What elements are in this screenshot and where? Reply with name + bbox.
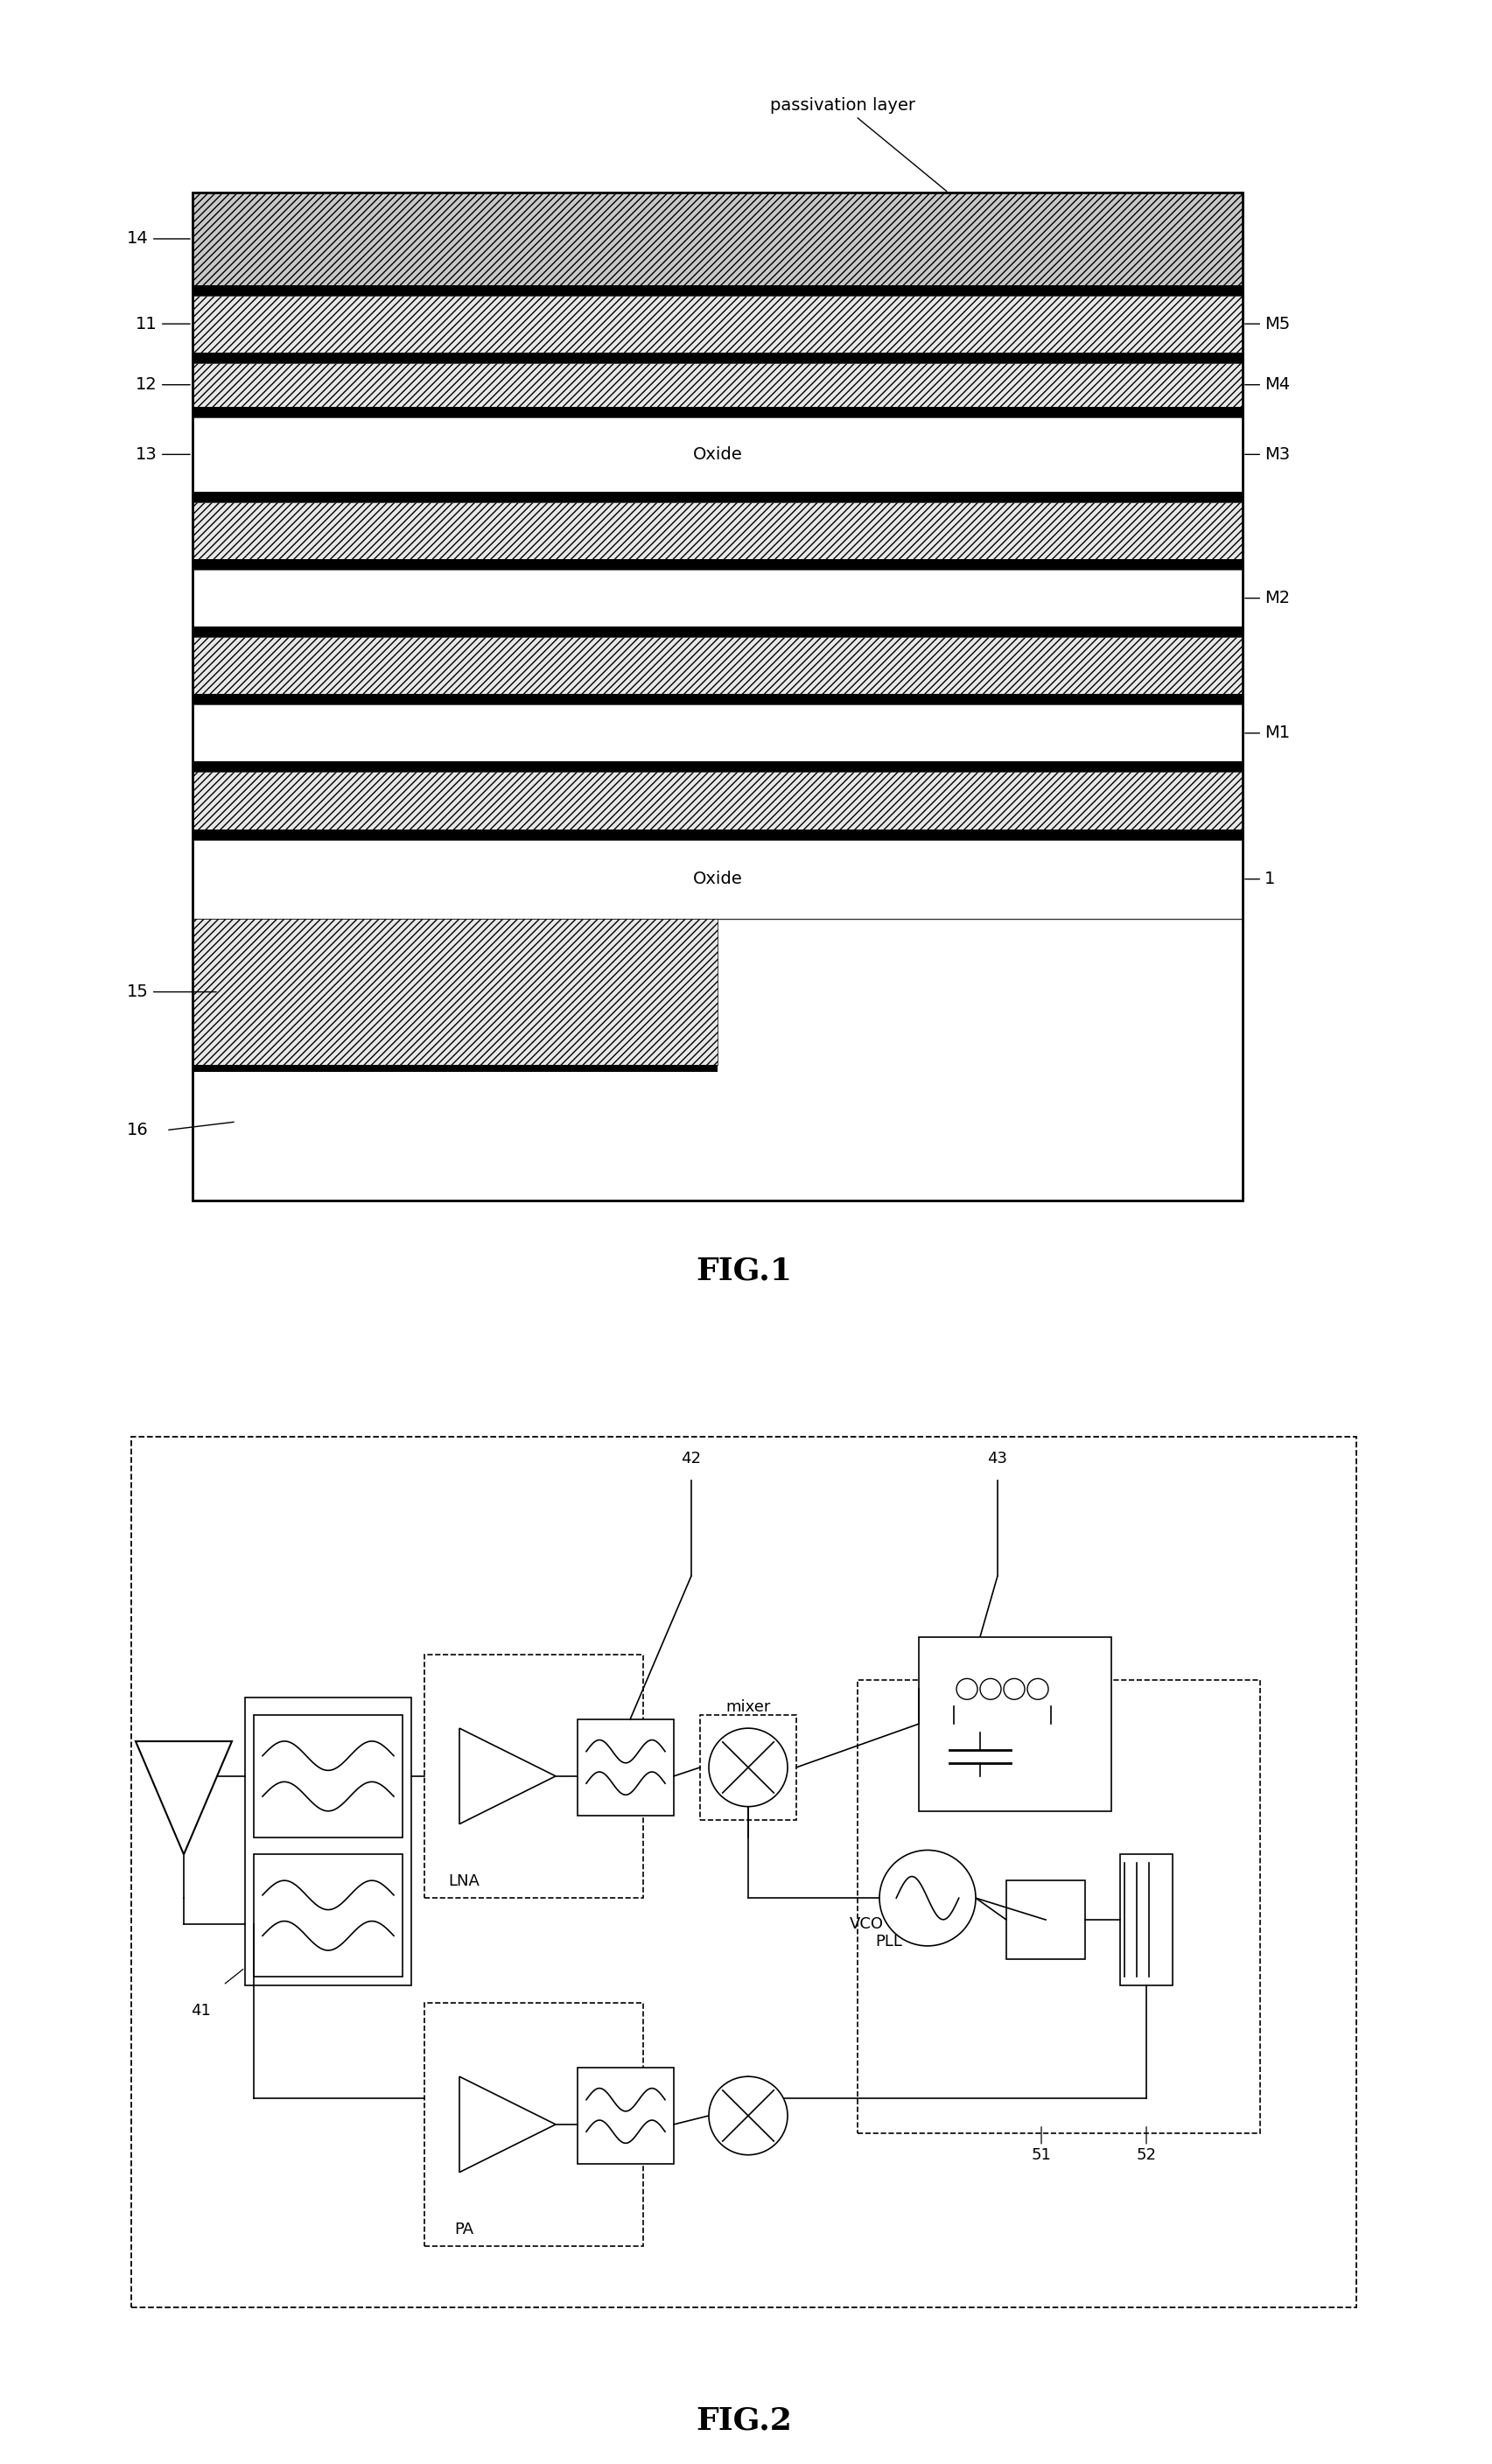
Bar bbox=[192, 705, 1243, 761]
Text: 13: 13 bbox=[136, 446, 189, 463]
Text: passivation layer: passivation layer bbox=[770, 96, 947, 192]
Text: PLL: PLL bbox=[876, 1934, 903, 1949]
Polygon shape bbox=[136, 1742, 231, 1855]
Bar bbox=[424, 2003, 643, 2247]
Text: M1: M1 bbox=[1244, 724, 1291, 742]
Circle shape bbox=[879, 1850, 976, 1947]
Text: 11: 11 bbox=[136, 315, 189, 333]
Text: Oxide: Oxide bbox=[692, 870, 743, 887]
Bar bbox=[192, 352, 1243, 362]
Circle shape bbox=[709, 2077, 788, 2156]
Bar bbox=[192, 919, 718, 1064]
Text: FIG.1: FIG.1 bbox=[695, 1257, 792, 1286]
Bar bbox=[192, 638, 1243, 695]
Polygon shape bbox=[460, 1727, 555, 1823]
Bar bbox=[577, 2067, 674, 2163]
Text: 1: 1 bbox=[1244, 870, 1276, 887]
Bar bbox=[919, 1636, 1112, 1811]
Bar bbox=[192, 407, 1243, 416]
Bar bbox=[254, 1715, 403, 1838]
Bar bbox=[192, 362, 1243, 407]
Bar bbox=[192, 761, 1243, 771]
Text: 43: 43 bbox=[988, 1451, 1007, 1466]
Bar bbox=[700, 1715, 797, 1818]
Bar bbox=[245, 1698, 412, 1986]
Bar bbox=[192, 493, 1243, 503]
Bar bbox=[192, 840, 1243, 919]
Bar bbox=[192, 828, 1243, 840]
Bar bbox=[192, 1064, 718, 1072]
Bar bbox=[192, 286, 1243, 296]
Text: Oxide: Oxide bbox=[692, 446, 743, 463]
Bar bbox=[577, 1720, 674, 1816]
Circle shape bbox=[980, 1678, 1001, 1700]
Bar bbox=[1120, 1855, 1173, 1986]
Text: 14: 14 bbox=[127, 232, 189, 246]
Text: LNA: LNA bbox=[448, 1873, 479, 1890]
Circle shape bbox=[1004, 1678, 1025, 1700]
Bar bbox=[254, 1855, 403, 1976]
Polygon shape bbox=[460, 2077, 555, 2173]
Bar bbox=[858, 1680, 1261, 2134]
Bar bbox=[1006, 1880, 1085, 1959]
Text: 41: 41 bbox=[191, 2003, 212, 2018]
Text: 51: 51 bbox=[1031, 2146, 1052, 2163]
Bar bbox=[192, 503, 1243, 559]
Text: M2: M2 bbox=[1244, 589, 1291, 606]
Text: 12: 12 bbox=[136, 377, 189, 394]
Bar bbox=[192, 919, 1243, 1200]
Circle shape bbox=[709, 1727, 788, 1806]
Text: M5: M5 bbox=[1244, 315, 1291, 333]
Text: 15: 15 bbox=[127, 983, 216, 1000]
Bar bbox=[192, 559, 1243, 569]
Text: 52: 52 bbox=[1137, 2146, 1156, 2163]
Bar bbox=[192, 626, 1243, 638]
Bar bbox=[192, 192, 1243, 286]
Bar bbox=[192, 296, 1243, 352]
Circle shape bbox=[1028, 1678, 1049, 1700]
Text: 42: 42 bbox=[682, 1451, 701, 1466]
Bar bbox=[424, 1653, 643, 1897]
Text: M3: M3 bbox=[1244, 446, 1291, 463]
Bar bbox=[192, 569, 1243, 626]
Text: PA: PA bbox=[454, 2223, 473, 2237]
Text: 16: 16 bbox=[127, 1121, 149, 1138]
Bar bbox=[192, 695, 1243, 705]
Bar bbox=[192, 192, 1243, 1200]
Bar bbox=[192, 416, 1243, 493]
Bar bbox=[192, 771, 1243, 828]
Text: mixer: mixer bbox=[725, 1700, 771, 1715]
Circle shape bbox=[956, 1678, 977, 1700]
Text: VCO: VCO bbox=[849, 1917, 883, 1932]
Bar bbox=[131, 1437, 1356, 2306]
Text: M4: M4 bbox=[1244, 377, 1291, 394]
Text: FIG.2: FIG.2 bbox=[695, 2405, 792, 2434]
